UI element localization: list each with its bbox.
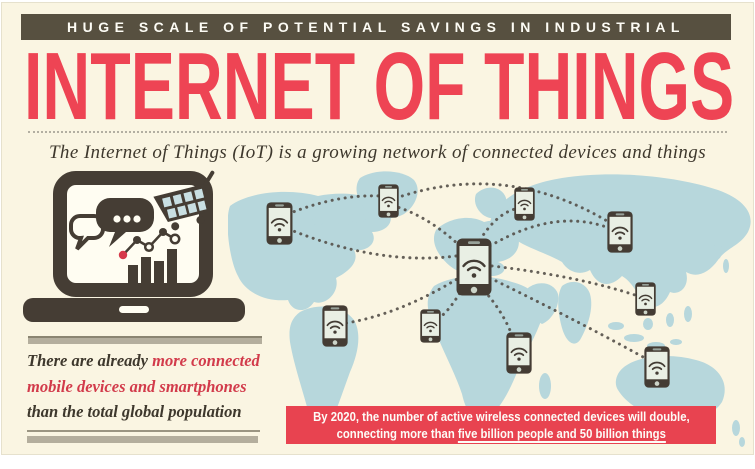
continent-australia xyxy=(615,355,725,421)
smartphone-wifi-icon xyxy=(456,238,492,296)
fact-text-dark: than the total global population xyxy=(27,402,242,421)
divider-line xyxy=(27,430,260,432)
connection-arc xyxy=(490,264,640,298)
fact-text-highlight: mobile devices and smartphones xyxy=(27,376,247,396)
smartphone-wifi-icon xyxy=(644,346,670,388)
subtitle-text: The Internet of Things (IoT) is a growin… xyxy=(48,142,707,163)
left-fact-text: There are already more connected mobile … xyxy=(27,348,260,425)
smartphone-wifi-icon xyxy=(506,332,532,374)
smartphone-wifi-icon xyxy=(635,282,656,316)
laptop-icon xyxy=(23,170,245,322)
smartphone-wifi-icon xyxy=(378,184,399,218)
connection-arc xyxy=(286,194,382,216)
fact-text-highlight: more connected xyxy=(152,351,260,370)
bar-chart-icon xyxy=(118,228,181,283)
connection-arc xyxy=(284,226,458,260)
shopping-cart-icon xyxy=(153,170,215,231)
dotted-divider xyxy=(28,131,727,133)
connection-arc xyxy=(338,274,464,326)
banner-underlined-stat: five billion people and 50 billion thing… xyxy=(457,426,666,441)
chat-bubbles-icon xyxy=(68,198,154,251)
bottom-stat-banner: By 2020, the number of active wireless c… xyxy=(286,406,716,444)
banner-line-1: By 2020, the number of active wireless c… xyxy=(312,409,690,424)
continent-africa xyxy=(427,276,543,421)
banner-line-2: connecting more than five billion people… xyxy=(336,426,666,441)
smartphone-wifi-icon xyxy=(322,305,348,347)
connection-arc xyxy=(392,204,462,248)
smartphone-wifi-icon xyxy=(607,211,633,253)
divider-bar xyxy=(28,336,262,344)
world-map xyxy=(228,171,751,447)
page-title: INTERNET OF THINGS xyxy=(24,33,735,140)
smartphone-wifi-icon xyxy=(266,202,293,245)
smartphone-wifi-icon xyxy=(420,309,441,343)
kicker-banner: HUGE SCALE OF POTENTIAL SAVINGS IN INDUS… xyxy=(21,14,731,40)
continent-india xyxy=(558,281,592,344)
fact-text-dark: There are already xyxy=(27,351,153,370)
smartphone-wifi-icon xyxy=(514,187,535,221)
divider-bar xyxy=(27,436,258,443)
connection-arc xyxy=(394,182,614,226)
kicker-text: HUGE SCALE OF POTENTIAL SAVINGS IN INDUS… xyxy=(66,19,685,35)
connection-arc xyxy=(488,276,654,364)
connection-arc xyxy=(478,206,522,242)
